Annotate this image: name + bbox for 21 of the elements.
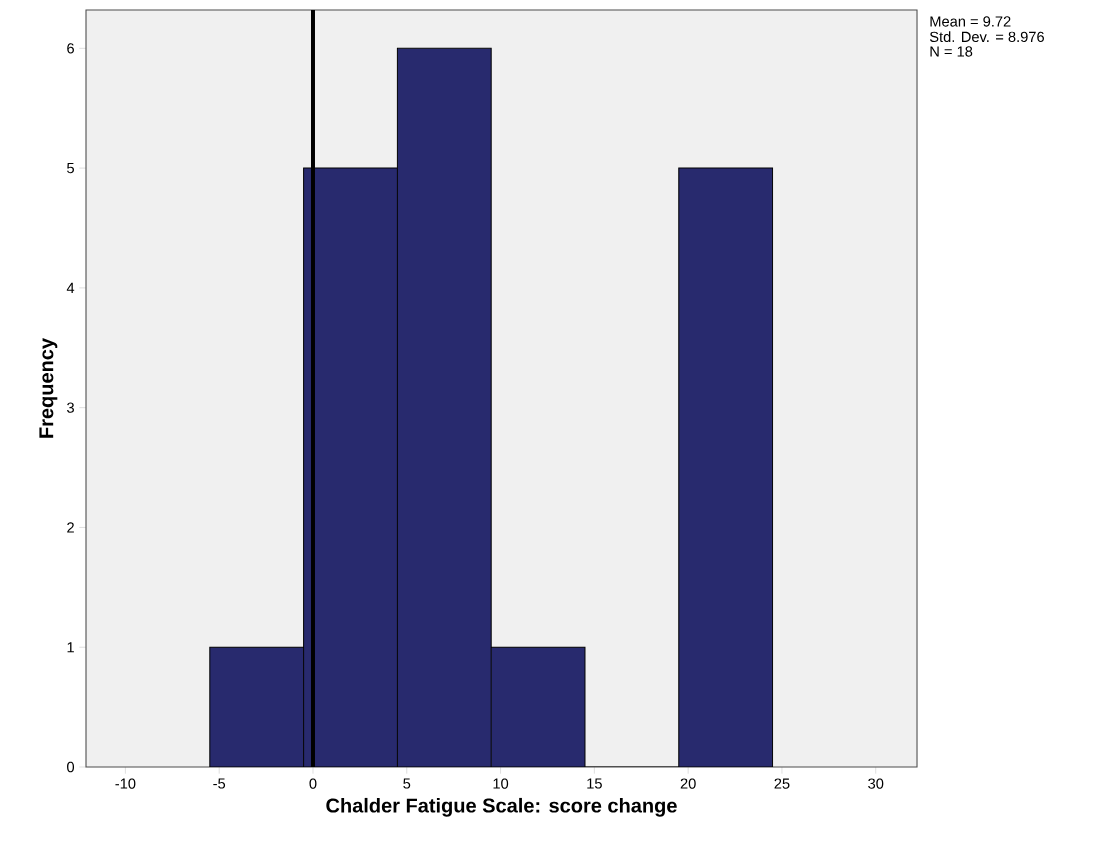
x-tick-label: 5 — [403, 778, 411, 789]
text: Mean = 9.72 — [930, 16, 1011, 27]
x-tick-label: 15 — [587, 778, 602, 789]
x-tick-label: 0 — [309, 778, 317, 789]
y-tick-label: 2 — [67, 522, 74, 533]
x-tick-label: -10 — [115, 778, 136, 789]
text: Std. Dev. = 8.976 — [929, 31, 1044, 43]
x-axis-title: Chalder Fatigue Scale: score change — [326, 797, 677, 817]
x-tick-label: 25 — [774, 778, 790, 789]
y-tick-label: 5 — [67, 163, 74, 174]
y-tick-label: 6 — [67, 43, 74, 54]
text: N = 18 — [930, 46, 973, 57]
y-axis-title: Frequency — [39, 338, 58, 438]
y-tick-label: 4 — [66, 282, 75, 293]
x-tick-label: 30 — [868, 778, 884, 789]
x-tick-label: -5 — [213, 778, 226, 789]
x-tick-label: 10 — [493, 778, 509, 789]
x-tick-label: 20 — [680, 778, 696, 789]
y-tick-label: 1 — [67, 642, 74, 653]
y-tick-label: 0 — [67, 761, 75, 773]
y-tick-label: 3 — [67, 402, 74, 413]
